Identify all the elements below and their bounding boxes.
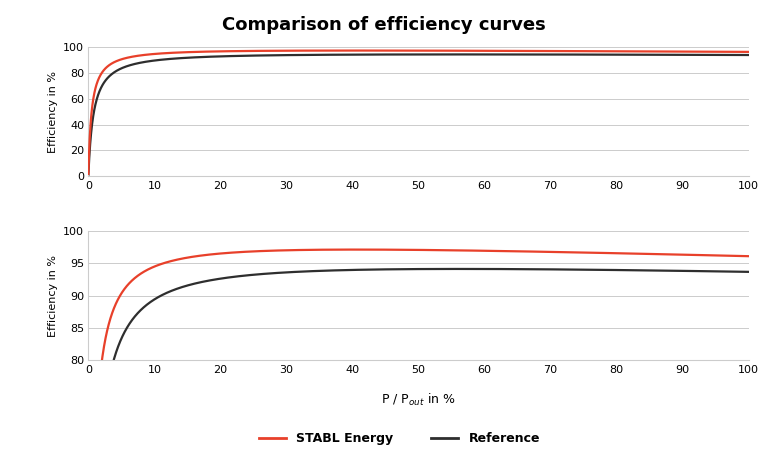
Y-axis label: Efficiency in %: Efficiency in % — [48, 255, 58, 336]
Text: P / P$_{out}$ in %: P / P$_{out}$ in % — [381, 392, 456, 408]
Text: Comparison of efficiency curves: Comparison of efficiency curves — [222, 16, 546, 34]
Y-axis label: Efficiency in %: Efficiency in % — [48, 71, 58, 153]
Legend: STABL Energy, Reference: STABL Energy, Reference — [253, 427, 545, 450]
